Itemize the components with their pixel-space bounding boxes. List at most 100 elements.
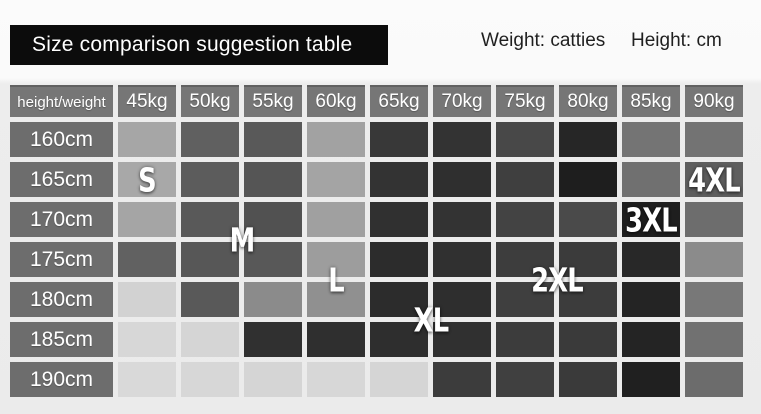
cell-180cm-50kg: [181, 282, 239, 317]
col-header-90kg: 90kg: [685, 85, 743, 117]
cell-165cm-85kg: [622, 162, 680, 197]
col-header-45kg: 45kg: [118, 85, 176, 117]
col-header-55kg: 55kg: [244, 85, 302, 117]
cell-185cm-50kg: [181, 322, 239, 357]
cell-175cm-85kg: [622, 242, 680, 277]
cell-175cm-70kg: [433, 242, 491, 277]
size-table: height/weight 45kg 50kg 55kg 60kg 65kg 70kg 75k…: [10, 85, 753, 397]
row-header-170cm: 170cm: [10, 202, 113, 237]
cell-170cm-75kg: [496, 202, 554, 237]
col-header-60kg: 60kg: [307, 85, 365, 117]
size-label-m: M: [229, 220, 255, 259]
cell-165cm-55kg: [244, 162, 302, 197]
cell-175cm-65kg: [370, 242, 428, 277]
title-box: Size comparison suggestion table: [10, 25, 388, 65]
cell-175cm-75kg: [496, 242, 554, 277]
col-header-80kg: 80kg: [559, 85, 617, 117]
cell-190cm-90kg: [685, 362, 743, 397]
cell-160cm-85kg: [622, 122, 680, 157]
cell-180cm-85kg: [622, 282, 680, 317]
size-label-s: S: [138, 160, 157, 199]
cell-185cm-45kg: [118, 322, 176, 357]
cell-160cm-50kg: [181, 122, 239, 157]
col-header-50kg: 50kg: [181, 85, 239, 117]
cell-180cm-45kg: [118, 282, 176, 317]
cell-185cm-55kg: [244, 322, 302, 357]
size-label-xl: XL: [413, 300, 448, 339]
cell-190cm-75kg: [496, 362, 554, 397]
cell-170cm-85kg: [622, 202, 680, 237]
cell-160cm-75kg: [496, 122, 554, 157]
cell-190cm-55kg: [244, 362, 302, 397]
cell-180cm-55kg: [244, 282, 302, 317]
cell-160cm-60kg: [307, 122, 365, 157]
size-label-4xl: 4XL: [688, 160, 741, 199]
weight-unit-label: Weight: catties: [481, 30, 606, 51]
col-header-75kg: 75kg: [496, 85, 554, 117]
cell-190cm-50kg: [181, 362, 239, 397]
height-unit-label: Height: cm: [631, 30, 722, 51]
corner-header: height/weight: [10, 85, 113, 117]
size-label-l: L: [328, 260, 344, 299]
cell-165cm-65kg: [370, 162, 428, 197]
cell-175cm-80kg: [559, 242, 617, 277]
cell-185cm-60kg: [307, 322, 365, 357]
cell-170cm-90kg: [685, 202, 743, 237]
cell-165cm-90kg: [685, 162, 743, 197]
cell-175cm-90kg: [685, 242, 743, 277]
col-header-85kg: 85kg: [622, 85, 680, 117]
row-header-175cm: 175cm: [10, 242, 113, 277]
cell-175cm-60kg: [307, 242, 365, 277]
row-header-160cm: 160cm: [10, 122, 113, 157]
cell-165cm-70kg: [433, 162, 491, 197]
cell-185cm-85kg: [622, 322, 680, 357]
cell-160cm-70kg: [433, 122, 491, 157]
cell-180cm-75kg: [496, 282, 554, 317]
cell-180cm-70kg: [433, 282, 491, 317]
cell-170cm-80kg: [559, 202, 617, 237]
cell-160cm-55kg: [244, 122, 302, 157]
cell-170cm-60kg: [307, 202, 365, 237]
cell-165cm-45kg: [118, 162, 176, 197]
cell-175cm-50kg: [181, 242, 239, 277]
cell-165cm-60kg: [307, 162, 365, 197]
cell-185cm-80kg: [559, 322, 617, 357]
cell-170cm-65kg: [370, 202, 428, 237]
cell-165cm-80kg: [559, 162, 617, 197]
cell-175cm-45kg: [118, 242, 176, 277]
cell-160cm-90kg: [685, 122, 743, 157]
cell-180cm-90kg: [685, 282, 743, 317]
cell-180cm-65kg: [370, 282, 428, 317]
row-header-190cm: 190cm: [10, 362, 113, 397]
col-header-70kg: 70kg: [433, 85, 491, 117]
cell-170cm-50kg: [181, 202, 239, 237]
cell-170cm-45kg: [118, 202, 176, 237]
cell-180cm-60kg: [307, 282, 365, 317]
cell-180cm-80kg: [559, 282, 617, 317]
cell-185cm-90kg: [685, 322, 743, 357]
row-header-165cm: 165cm: [10, 162, 113, 197]
cell-160cm-80kg: [559, 122, 617, 157]
page-title: Size comparison suggestion table: [32, 33, 353, 56]
cell-190cm-70kg: [433, 362, 491, 397]
cell-160cm-65kg: [370, 122, 428, 157]
cell-175cm-55kg: [244, 242, 302, 277]
row-header-185cm: 185cm: [10, 322, 113, 357]
cell-165cm-75kg: [496, 162, 554, 197]
cell-170cm-55kg: [244, 202, 302, 237]
cell-185cm-75kg: [496, 322, 554, 357]
size-label-2xl: 2XL: [530, 260, 584, 299]
cell-190cm-65kg: [370, 362, 428, 397]
size-label-3xl: 3XL: [625, 200, 678, 239]
row-header-180cm: 180cm: [10, 282, 113, 317]
col-header-65kg: 65kg: [370, 85, 428, 117]
cell-190cm-45kg: [118, 362, 176, 397]
cell-185cm-65kg: [370, 322, 428, 357]
cell-190cm-60kg: [307, 362, 365, 397]
cell-160cm-45kg: [118, 122, 176, 157]
cell-165cm-50kg: [181, 162, 239, 197]
cell-185cm-70kg: [433, 322, 491, 357]
cell-170cm-70kg: [433, 202, 491, 237]
cell-190cm-85kg: [622, 362, 680, 397]
